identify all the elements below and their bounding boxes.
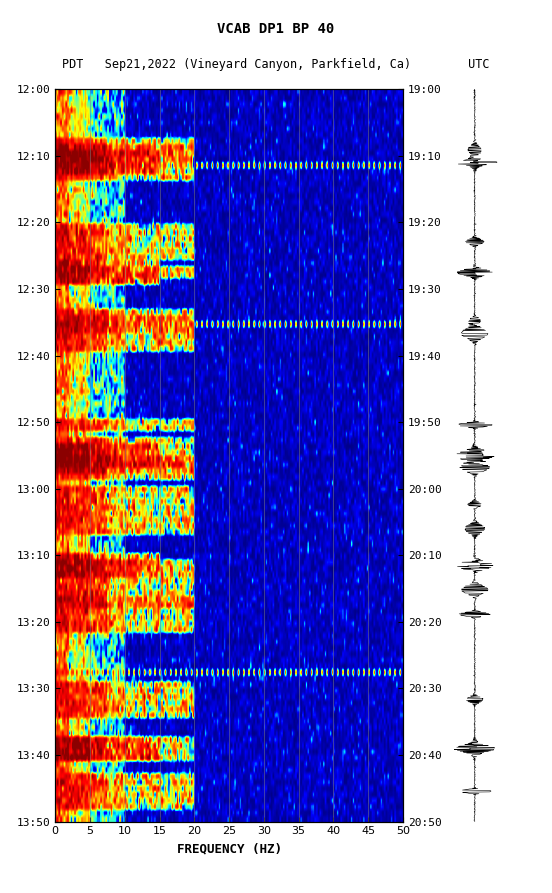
- Text: VCAB DP1 BP 40: VCAB DP1 BP 40: [217, 22, 335, 37]
- X-axis label: FREQUENCY (HZ): FREQUENCY (HZ): [177, 842, 282, 855]
- Text: PDT   Sep21,2022 (Vineyard Canyon, Parkfield, Ca)        UTC: PDT Sep21,2022 (Vineyard Canyon, Parkfie…: [62, 58, 490, 71]
